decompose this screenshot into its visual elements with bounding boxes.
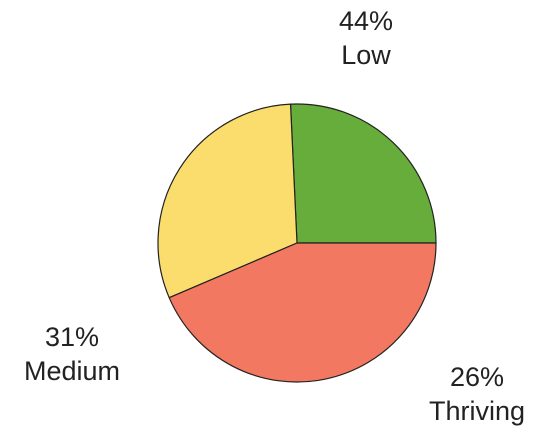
slice-percent-label-low: 44% [339, 6, 393, 36]
pie-slices [157, 103, 437, 383]
slice-percent-label-medium: 31% [45, 322, 99, 352]
pie-slice-low [168, 242, 437, 383]
pie-labels: 26% Thriving 31% Medium 44% Low [24, 6, 525, 426]
slice-category-label-medium: Medium [24, 356, 120, 386]
slice-category-label-low: Low [341, 40, 391, 70]
pie-slice-thriving [289, 103, 437, 244]
slice-category-label-thriving: Thriving [429, 396, 525, 426]
pie-slice-medium [157, 103, 298, 299]
slice-percent-label-thriving: 26% [450, 362, 504, 392]
